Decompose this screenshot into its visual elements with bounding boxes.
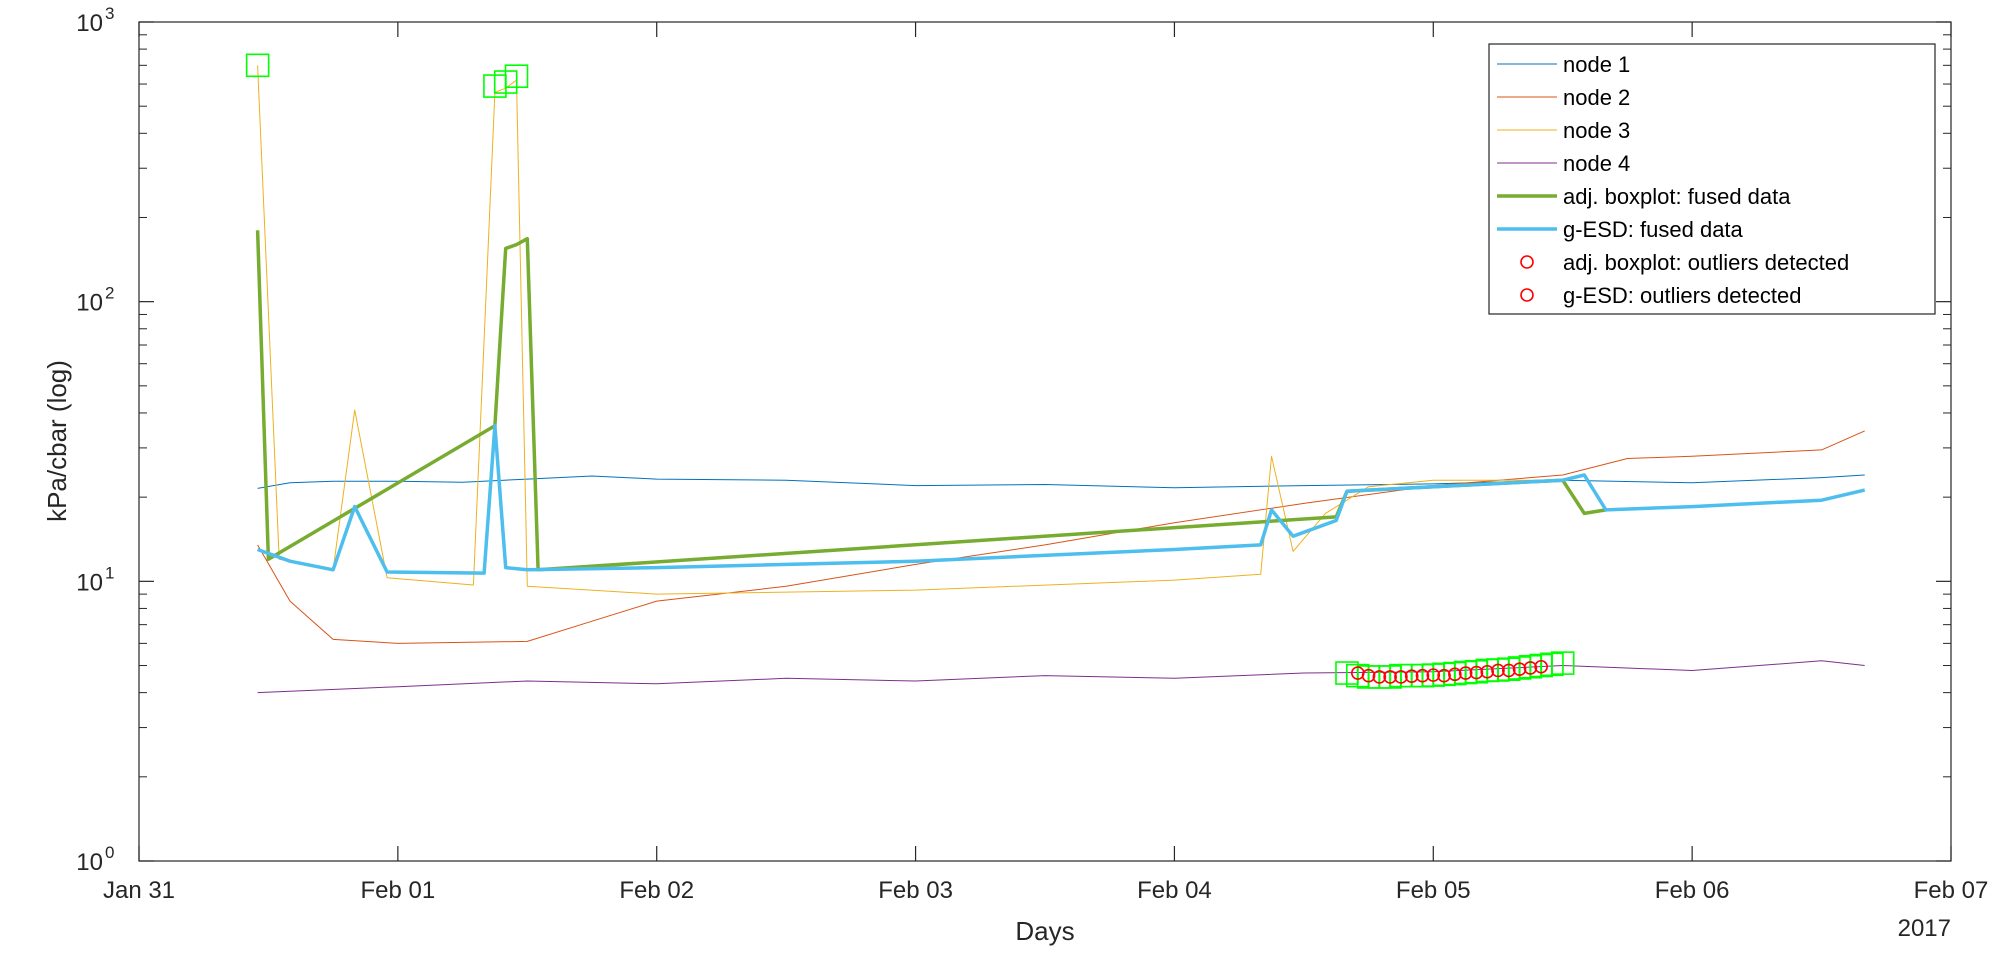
legend-box (1488, 43, 1936, 315)
outlier-marker-g-esd-outliers-detected (1404, 669, 1419, 683)
y-tick-exponent: 3 (105, 4, 114, 23)
series-layer (245, 53, 1866, 694)
x-tick-label: Feb 05 (1396, 877, 1471, 904)
outlier-marker-adj-boxplot-outliers-detected (1458, 666, 1473, 680)
outlier-marker-g-esd-outliers-detected (1469, 665, 1484, 680)
outlier-marker-g-esd-outliers-detected (1383, 670, 1397, 684)
y-tick-exponent: 1 (105, 563, 114, 582)
x-tick-label: Feb 01 (360, 877, 435, 904)
x-axis-label: Days (1015, 916, 1074, 946)
series-line-g-esd-fused-data (257, 424, 1866, 575)
y-tick-label: 10 (76, 10, 103, 37)
x-tick-label: Feb 04 (1137, 877, 1212, 904)
x-tick-label: Feb 02 (619, 877, 694, 904)
x-tick-label: Feb 03 (878, 877, 953, 904)
series-line-node-1 (257, 474, 1865, 489)
legend-label-node-2: node 2 (1563, 85, 1630, 110)
legend-label-node-3: node 3 (1563, 118, 1630, 143)
series-line-node-2 (257, 430, 1865, 644)
legend-label-adj-boxplot-outliers-detected: adj. boxplot: outliers detected (1563, 250, 1849, 275)
x-axis-year-label: 2017 (1898, 915, 1951, 942)
y-tick-exponent: 0 (105, 843, 114, 862)
outlier-marker-adj-boxplot-outliers-detected (1415, 668, 1430, 683)
outlier-marker-g-esd-outliers-detected (1534, 659, 1548, 674)
major-ticks (138, 21, 1952, 862)
legend-label-node-1: node 1 (1563, 52, 1630, 77)
outlier-square-marker (245, 53, 270, 78)
x-tick-labels: Jan 31 Feb 01 Feb 02 Feb 03 Feb 04 Feb 05 Feb … (103, 877, 1988, 904)
y-tick-label: 10 (76, 569, 103, 596)
legend-swatch-adj-boxplot-outliers-detected (1520, 255, 1534, 269)
outlier-marker-adj-boxplot-outliers-detected (1501, 663, 1516, 678)
outlier-marker-g-esd-outliers-detected (1361, 668, 1376, 683)
outlier-marker-g-esd-outliers-detected (1448, 667, 1462, 682)
legend-swatch-g-esd-outliers-detected (1520, 288, 1534, 302)
series-line-node-4 (257, 660, 1865, 694)
outlier-marker-g-esd-outliers-detected (1426, 668, 1441, 682)
series-line-node-3 (257, 65, 1563, 595)
minor-ticks (139, 34, 1951, 778)
x-tick-label: Feb 06 (1655, 877, 1730, 904)
outlier-marker-adj-boxplot-outliers-detected (1437, 668, 1451, 683)
y-tick-label: 10 (76, 849, 103, 876)
x-tick-label: Feb 07 (1914, 877, 1989, 904)
outlier-marker-adj-boxplot-outliers-detected (1480, 664, 1495, 679)
x-tick-label: Jan 31 (103, 877, 175, 904)
legend-label-node-4: node 4 (1563, 151, 1630, 176)
outlier-marker-adj-boxplot-outliers-detected (1394, 670, 1408, 684)
outlier-marker-g-esd-outliers-detected (1512, 662, 1527, 677)
legend: node 1 node 2 node 3 node 4 adj. boxplot: fu… (1488, 43, 1936, 315)
series-line-adj-boxplot-fused-data (255, 230, 1607, 572)
outlier-marker-g-esd-outliers-detected (1491, 663, 1505, 678)
legend-label-g-esd-outliers-detected: g-ESD: outliers detected (1563, 283, 1801, 308)
legend-label-adj-boxplot-fused-data: adj. boxplot: fused data (1563, 184, 1791, 209)
legend-label-g-esd-fused-data: g-ESD: fused data (1563, 217, 1744, 242)
outlier-marker-adj-boxplot-outliers-detected (1523, 661, 1538, 675)
y-axis-label: kPa/cbar (log) (42, 360, 72, 522)
outlier-square-marker (1550, 651, 1575, 675)
y-tick-label: 10 (76, 290, 103, 317)
outlier-square-marker (504, 64, 529, 89)
outlier-marker-adj-boxplot-outliers-detected (1372, 670, 1387, 684)
y-tick-exponent: 2 (105, 284, 114, 303)
